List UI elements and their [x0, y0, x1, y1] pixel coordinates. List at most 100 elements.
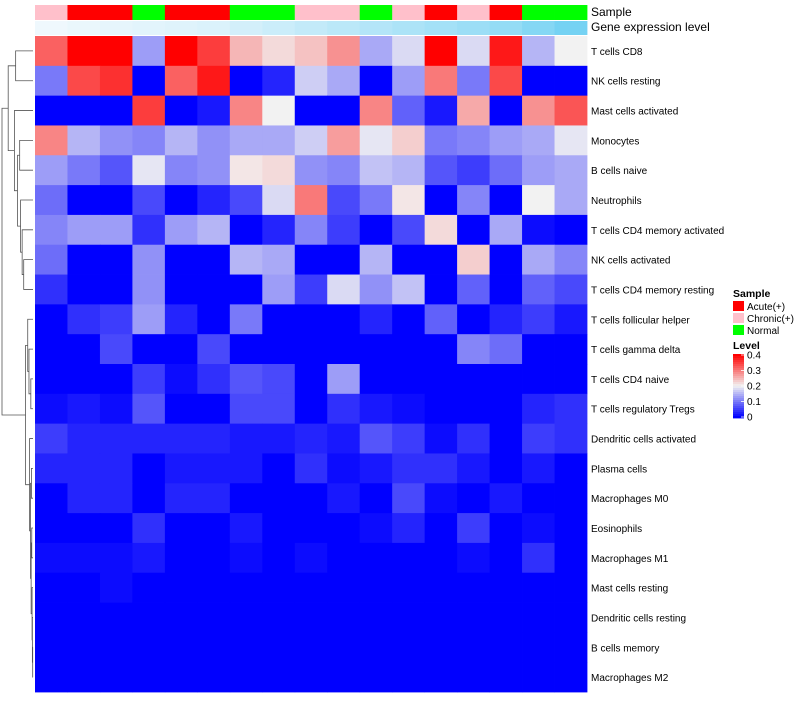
heatmap-cell: [522, 36, 555, 66]
heatmap-cell: [522, 275, 555, 305]
heatmap-cell: [327, 36, 360, 66]
heatmap-cell: [295, 125, 328, 155]
heatmap-cell: [555, 603, 588, 633]
heatmap-cell: [360, 453, 393, 483]
sample-track-cell: [425, 5, 458, 20]
heatmap-cell: [262, 304, 295, 334]
heatmap-cell: [230, 424, 263, 454]
heatmap-cell: [555, 573, 588, 603]
sample-track-cell: [132, 5, 165, 20]
heatmap-cell: [295, 513, 328, 543]
heatmap-cell: [67, 483, 100, 513]
heatmap-cell: [295, 394, 328, 424]
sample-track-cell: [165, 5, 198, 20]
heatmap-cell: [67, 394, 100, 424]
heatmap-cell: [262, 483, 295, 513]
heatmap-cell: [392, 155, 425, 185]
heatmap-cell: [165, 155, 198, 185]
heatmap-cell: [457, 215, 490, 245]
row-label: Macrophages M0: [591, 494, 669, 505]
heatmap-cell: [262, 275, 295, 305]
sample-legend-title: Sample: [733, 288, 771, 300]
row-label: T cells CD4 memory activated: [591, 226, 724, 237]
heatmap-cell: [392, 483, 425, 513]
heatmap-cell: [35, 394, 68, 424]
row-label: Mast cells activated: [591, 107, 678, 118]
heatmap-cell: [327, 66, 360, 96]
heatmap-cell: [197, 543, 230, 573]
heatmap-cell: [555, 96, 588, 126]
row-label: Neutrophils: [591, 196, 642, 207]
heatmap-cell: [425, 66, 458, 96]
heatmap-cell: [197, 245, 230, 275]
heatmap-cell: [35, 334, 68, 364]
heatmap-cell: [425, 185, 458, 215]
heatmap-cell: [522, 66, 555, 96]
heatmap-cell: [522, 483, 555, 513]
heatmap-cell: [360, 334, 393, 364]
row-label: B cells naive: [591, 166, 648, 177]
heatmap-cell: [67, 66, 100, 96]
track-label: Gene expression level: [591, 20, 710, 34]
heatmap-cell: [392, 603, 425, 633]
row-label: Plasma cells: [591, 464, 647, 475]
heatmap-cell: [67, 543, 100, 573]
heatmap-cell: [425, 603, 458, 633]
heatmap-cell: [132, 36, 165, 66]
heatmap-cell: [100, 364, 133, 394]
heatmap-cell: [35, 125, 68, 155]
heatmap-cell: [490, 632, 523, 662]
heatmap-cell: [327, 603, 360, 633]
heatmap-cell: [327, 453, 360, 483]
heatmap-cell: [197, 215, 230, 245]
heatmap-cell: [197, 662, 230, 692]
sample-track-cell: [100, 5, 133, 20]
heatmap-cell: [262, 155, 295, 185]
heatmap-cell: [425, 632, 458, 662]
sample-track-cell: [490, 5, 523, 20]
heatmap-cell: [360, 364, 393, 394]
heatmap-cell: [360, 662, 393, 692]
heatmap-cell: [522, 96, 555, 126]
heatmap-cell: [67, 125, 100, 155]
heatmap-cell: [197, 424, 230, 454]
heatmap-cell: [522, 603, 555, 633]
heatmap-cell: [490, 304, 523, 334]
heatmap-cell: [555, 215, 588, 245]
heatmap-cell: [100, 573, 133, 603]
heatmap-cell: [490, 185, 523, 215]
heatmap-cell: [457, 245, 490, 275]
gene-level-track-cell: [132, 21, 165, 35]
heatmap-cell: [555, 185, 588, 215]
heatmap-cell: [165, 603, 198, 633]
heatmap-cell: [457, 185, 490, 215]
heatmap-cell: [522, 453, 555, 483]
heatmap-cell: [100, 304, 133, 334]
heatmap-cell: [555, 334, 588, 364]
heatmap-cell: [490, 573, 523, 603]
heatmap-cell: [457, 424, 490, 454]
heatmap-cell: [132, 155, 165, 185]
heatmap-cell: [555, 483, 588, 513]
sample-legend-label: Chronic(+): [747, 314, 794, 325]
gene-level-track-cell: [327, 21, 360, 35]
heatmap-cell: [555, 453, 588, 483]
heatmap-cell: [100, 483, 133, 513]
heatmap-cell: [457, 36, 490, 66]
heatmap-cell: [360, 36, 393, 66]
heatmap-cells: [35, 36, 587, 692]
heatmap-cell: [457, 96, 490, 126]
heatmap-cell: [35, 245, 68, 275]
heatmap-cell: [230, 96, 263, 126]
heatmap-cell: [100, 334, 133, 364]
heatmap-cell: [230, 275, 263, 305]
heatmap-cell: [457, 543, 490, 573]
heatmap-cell: [522, 573, 555, 603]
heatmap-cell: [132, 96, 165, 126]
heatmap-cell: [132, 394, 165, 424]
heatmap-cell: [197, 125, 230, 155]
heatmap-cell: [457, 513, 490, 543]
heatmap-cell: [490, 245, 523, 275]
heatmap-cell: [197, 36, 230, 66]
heatmap-cell: [490, 483, 523, 513]
